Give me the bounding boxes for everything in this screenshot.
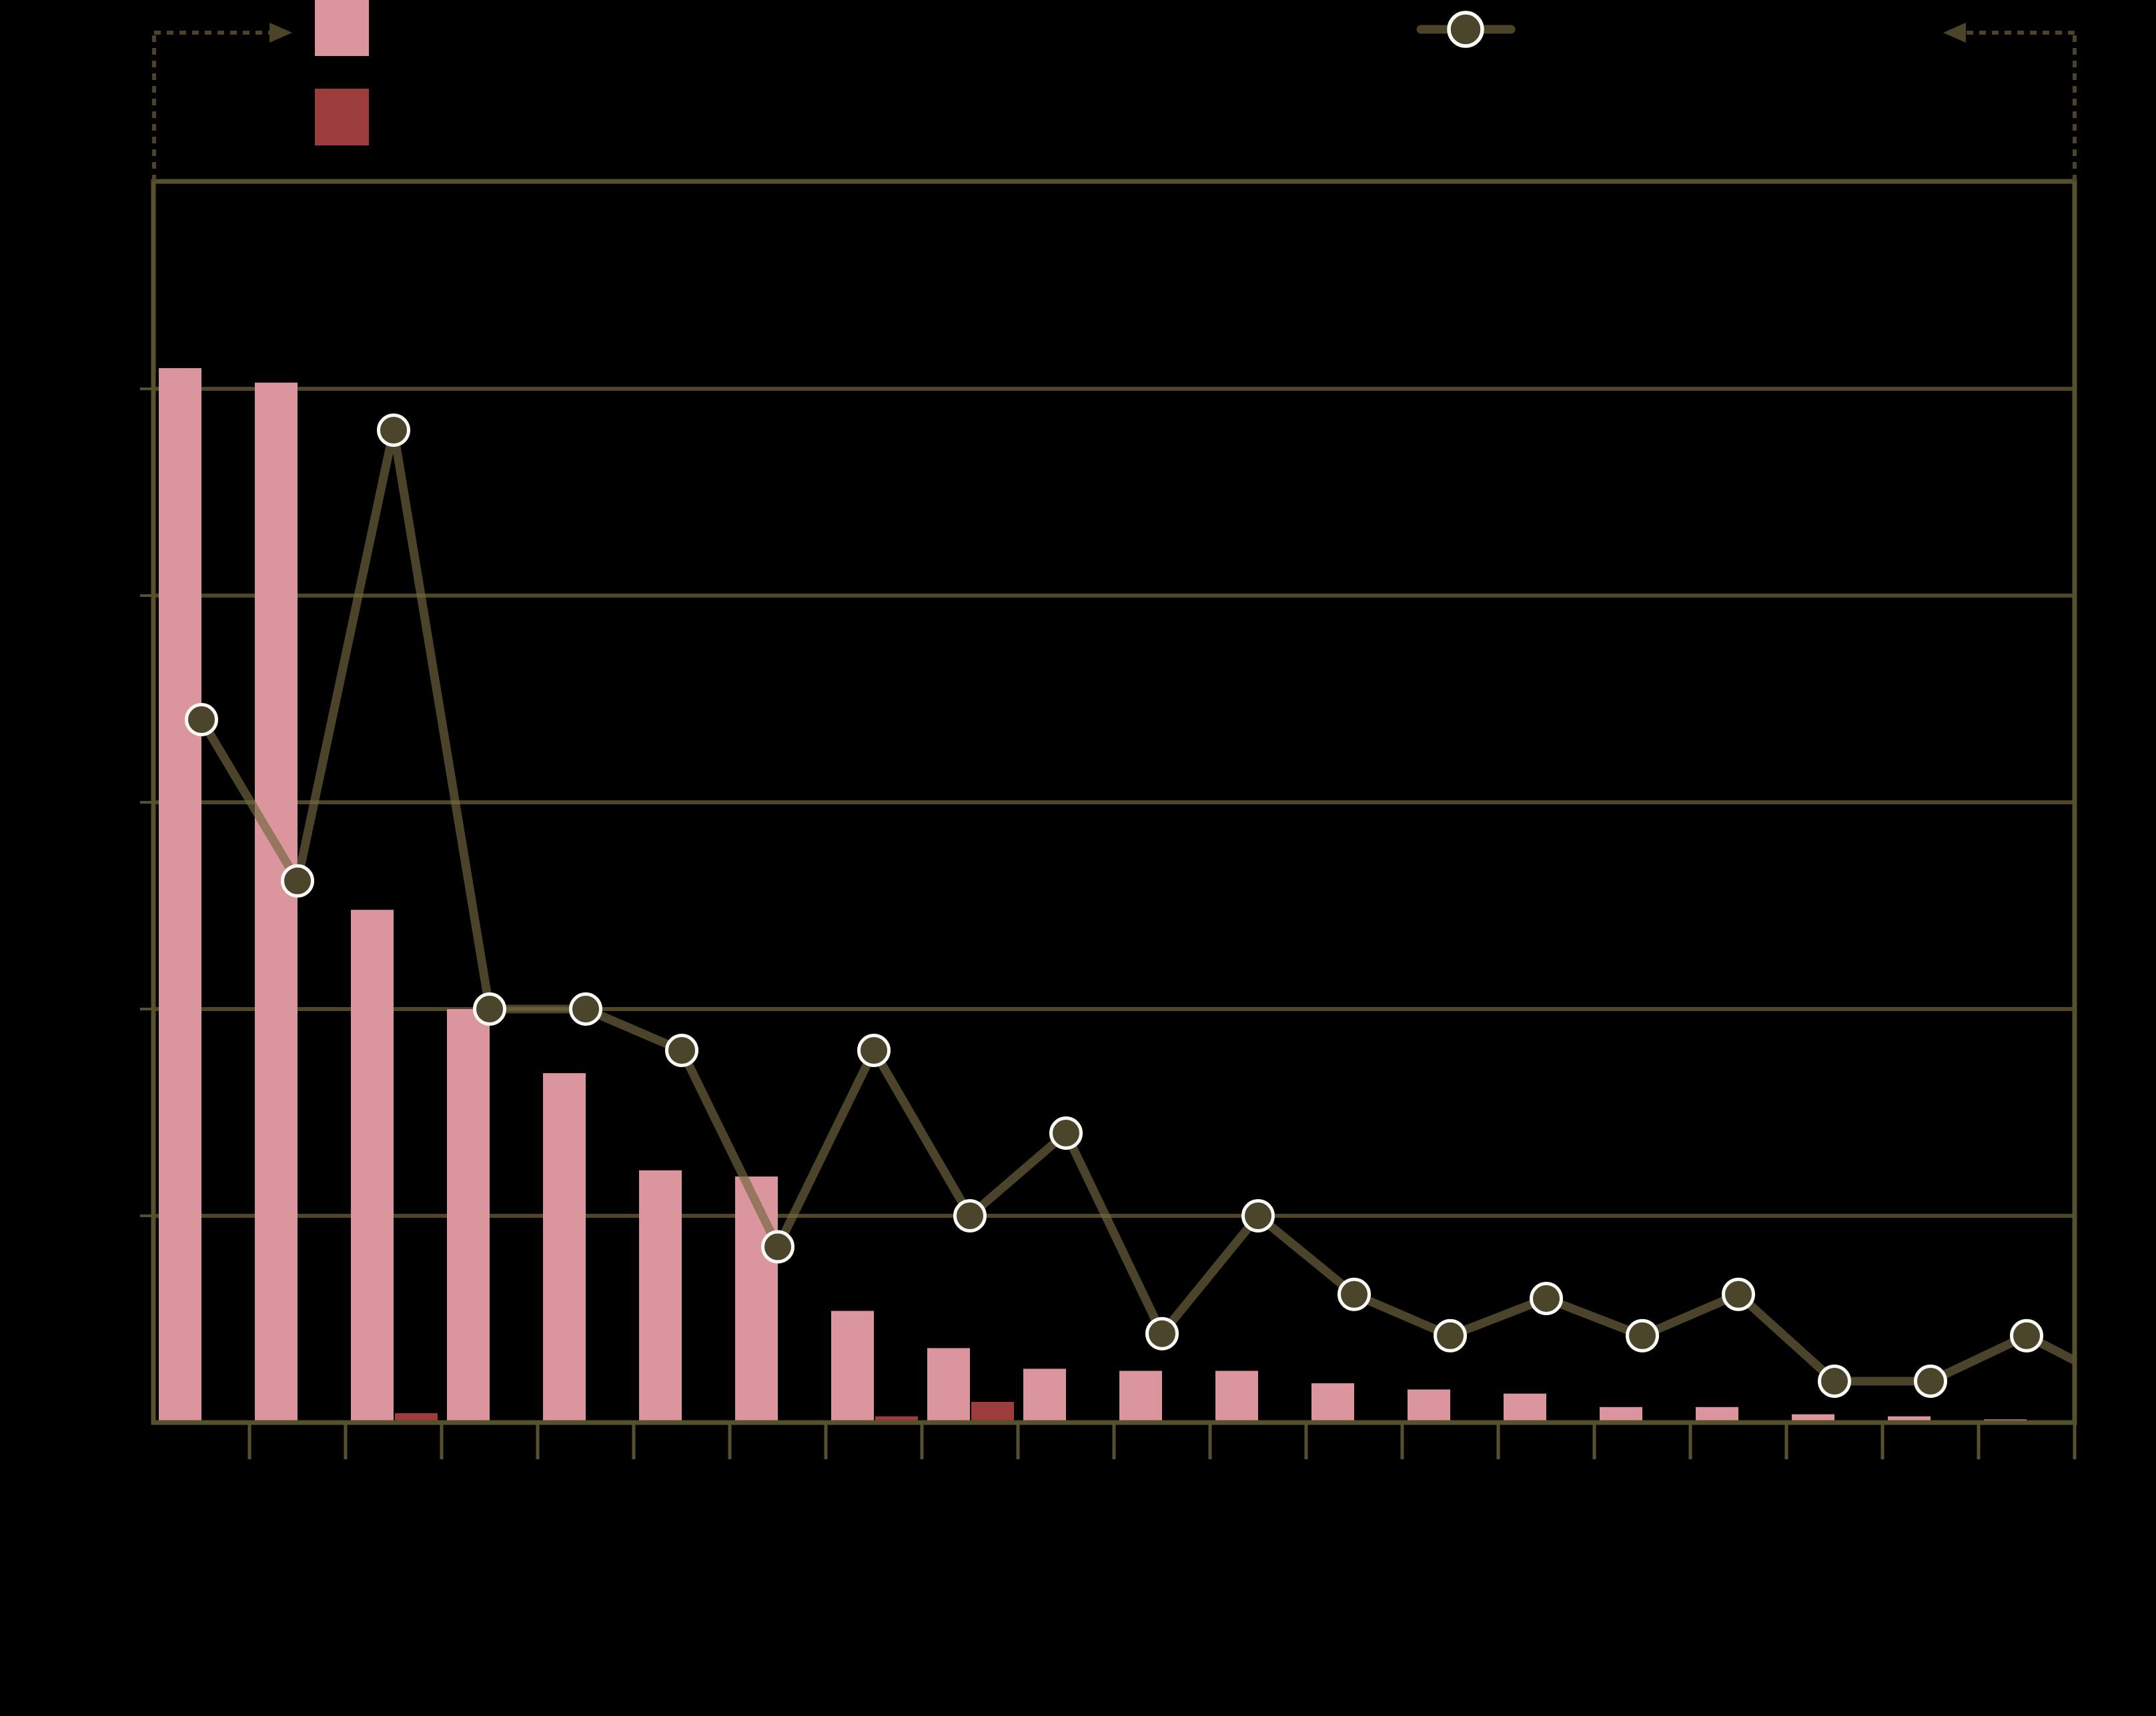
line-marker	[1145, 1317, 1179, 1351]
dark-red-bar	[875, 1416, 918, 1423]
pink-bar	[1215, 1371, 1258, 1423]
line-marker	[1914, 1365, 1947, 1398]
pink-bar	[639, 1170, 682, 1423]
pink-bar	[447, 1009, 490, 1423]
pink-bar	[159, 368, 201, 1423]
pink-bar	[1023, 1369, 1066, 1423]
line-marker	[1626, 1319, 1659, 1353]
line-marker	[281, 864, 314, 898]
line-marker	[1722, 1277, 1755, 1311]
pink-bar	[543, 1073, 586, 1423]
line-marker	[761, 1230, 794, 1264]
pink-bar	[351, 910, 394, 1423]
pink-bar	[1600, 1407, 1642, 1423]
pink-bar	[1311, 1383, 1354, 1423]
line-marker	[1434, 1319, 1467, 1353]
line-marker	[2010, 1319, 2043, 1353]
pink-bar	[927, 1348, 970, 1423]
pink-bar	[1408, 1389, 1450, 1423]
line-marker	[185, 703, 218, 736]
line-marker	[1530, 1282, 1563, 1315]
left-connector-arrowhead-icon	[270, 23, 292, 43]
pink-bar	[735, 1176, 778, 1423]
legend-red-swatch	[315, 89, 369, 145]
dark-red-bar	[971, 1402, 1014, 1423]
pink-bar	[1696, 1407, 1738, 1423]
line-marker	[857, 1034, 891, 1067]
pink-bar	[255, 382, 298, 1423]
line-marker	[1049, 1116, 1083, 1150]
line-marker	[1241, 1199, 1275, 1232]
line-marker	[665, 1034, 698, 1067]
line-marker	[1337, 1277, 1371, 1311]
pink-bar	[831, 1311, 874, 1423]
line-marker	[953, 1199, 987, 1232]
line-marker	[569, 992, 602, 1026]
legend-pink-swatch	[315, 0, 369, 56]
pink-bar	[1888, 1416, 1931, 1423]
line-marker	[377, 413, 410, 447]
pink-bar	[1119, 1371, 1162, 1423]
pink-bar	[1504, 1393, 1546, 1423]
right-connector-arrowhead-icon	[1943, 23, 1966, 43]
legend-line-marker	[1447, 11, 1484, 48]
line-marker	[1818, 1365, 1851, 1398]
line-marker	[473, 992, 506, 1026]
